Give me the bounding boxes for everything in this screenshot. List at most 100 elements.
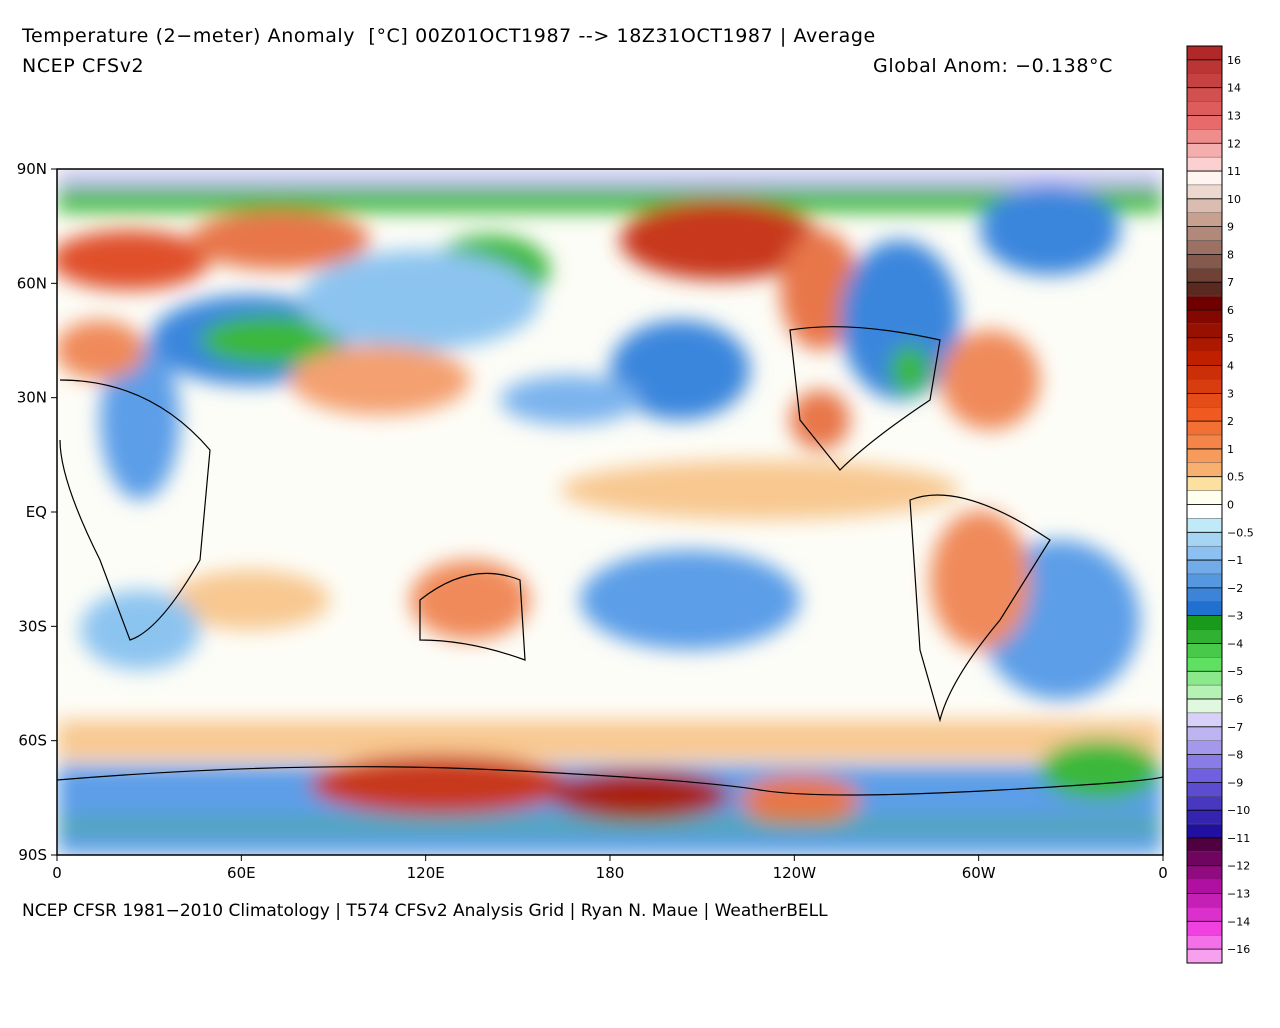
colorbar-swatch [1186, 170, 1223, 186]
colorbar-label: 2 [1227, 415, 1234, 428]
lat-label: 30N [17, 389, 47, 407]
colorbar-swatch [1186, 518, 1223, 533]
colorbar-swatch [1186, 851, 1223, 866]
colorbar-swatch [1186, 671, 1223, 686]
colorbar-label: 14 [1227, 82, 1241, 95]
colorbar-label: −9 [1227, 776, 1243, 789]
colorbar-swatch [1186, 643, 1223, 658]
colorbar-label: 5 [1227, 332, 1234, 345]
colorbar-label: −12 [1227, 860, 1250, 873]
colorbar-swatch [1186, 740, 1223, 755]
colorbar-label: 7 [1227, 276, 1234, 289]
colorbar-label: 16 [1227, 54, 1241, 67]
colorbar-swatch [1186, 615, 1223, 630]
colorbar-swatch [1186, 226, 1223, 241]
colorbar-label: 3 [1227, 387, 1234, 400]
colorbar-label: −11 [1227, 832, 1250, 845]
colorbar-swatch [1186, 545, 1223, 561]
lon-label: 60E [227, 864, 256, 882]
colorbar-label: 0 [1227, 499, 1234, 512]
colorbar-label: 8 [1227, 248, 1234, 261]
colorbar-swatch [1186, 657, 1223, 672]
colorbar-swatch [1186, 448, 1223, 464]
colorbar-swatch [1186, 823, 1223, 839]
colorbar-swatch [1186, 268, 1223, 283]
colorbar-swatch [1186, 212, 1223, 227]
colorbar-label: −8 [1227, 749, 1243, 762]
colorbar-swatch [1186, 684, 1223, 700]
colorbar-label: 13 [1227, 109, 1241, 122]
colorbar-swatch [1186, 59, 1223, 74]
global-anomaly: Global Anom: −0.138°C [873, 55, 1113, 77]
colorbar-swatch [1186, 768, 1223, 783]
colorbar-label: −13 [1227, 888, 1250, 901]
lon-label: 120E [407, 864, 445, 882]
colorbar-label: 1 [1227, 443, 1234, 456]
colorbar-label: −16 [1227, 943, 1250, 956]
colorbar-swatch [1186, 365, 1223, 380]
lat-label: 90S [18, 846, 47, 864]
colorbar-swatch [1186, 73, 1223, 88]
colorbar-swatch [1186, 254, 1223, 269]
colorbar-swatch [1186, 156, 1223, 172]
colorbar-swatch [1186, 559, 1223, 575]
colorbar-label: 6 [1227, 304, 1234, 317]
lat-label: 90N [17, 160, 47, 178]
colorbar-swatch [1186, 101, 1223, 116]
colorbar-swatch [1186, 393, 1223, 408]
colorbar-label: 11 [1227, 165, 1241, 178]
colorbar-swatch [1186, 281, 1223, 297]
colorbar-swatch [1186, 809, 1223, 825]
colorbar-label: −4 [1227, 637, 1243, 650]
anomaly-field [57, 169, 1163, 855]
footer: NCEP CFSR 1981−2010 Climatology | T574 C… [22, 901, 828, 921]
colorbar-swatch [1186, 379, 1223, 394]
colorbar-label: −1 [1227, 554, 1243, 567]
colorbar-swatch [1186, 115, 1223, 130]
colorbar-swatch [1186, 295, 1223, 311]
colorbar-swatch [1186, 879, 1223, 894]
colorbar-label: 12 [1227, 137, 1241, 150]
colorbar-label: 9 [1227, 221, 1234, 234]
colorbar-swatch [1186, 796, 1223, 811]
colorbar-label: 0.5 [1227, 471, 1245, 484]
lat-label: EQ [26, 503, 47, 521]
colorbar-swatch [1186, 337, 1223, 352]
colorbar-swatch [1186, 532, 1223, 547]
colorbar-swatch [1186, 184, 1223, 200]
colorbar-swatch [1186, 490, 1223, 505]
colorbar-swatch [1186, 407, 1223, 422]
colorbar-label: −6 [1227, 693, 1243, 706]
colorbar-label: −0.5 [1227, 526, 1254, 539]
colorbar-swatch [1186, 754, 1223, 769]
lat-label: 60S [18, 732, 47, 750]
colorbar-label: 4 [1227, 360, 1234, 373]
colorbar-swatch [1186, 504, 1223, 519]
colorbar-swatch [1186, 948, 1223, 964]
colorbar-swatch [1186, 240, 1223, 255]
lon-label: 0 [1158, 864, 1168, 882]
colorbar-swatch [1186, 323, 1223, 338]
colorbar-label: 10 [1227, 193, 1241, 206]
colorbar-swatch [1186, 587, 1223, 602]
lat-label: 30S [18, 617, 47, 635]
colorbar-swatch [1186, 782, 1223, 797]
colorbar-swatch [1186, 837, 1223, 853]
colorbar-label: −3 [1227, 610, 1243, 623]
colorbar-label: −5 [1227, 665, 1243, 678]
colorbar-label: −2 [1227, 582, 1243, 595]
colorbar-swatch [1186, 698, 1223, 714]
subtitle: NCEP CFSv2 [22, 55, 144, 77]
lon-label: 0 [52, 864, 62, 882]
colorbar-swatch [1186, 87, 1223, 102]
colorbar-swatch [1186, 573, 1223, 589]
colorbar-swatch [1186, 143, 1223, 158]
colorbar-swatch [1186, 129, 1223, 144]
colorbar-swatch [1186, 601, 1223, 616]
lon-label: 60W [962, 864, 996, 882]
lat-label: 60N [17, 274, 47, 292]
colorbar-swatch [1186, 907, 1223, 922]
colorbar-swatch [1186, 45, 1223, 61]
colorbar-swatch [1186, 893, 1223, 908]
